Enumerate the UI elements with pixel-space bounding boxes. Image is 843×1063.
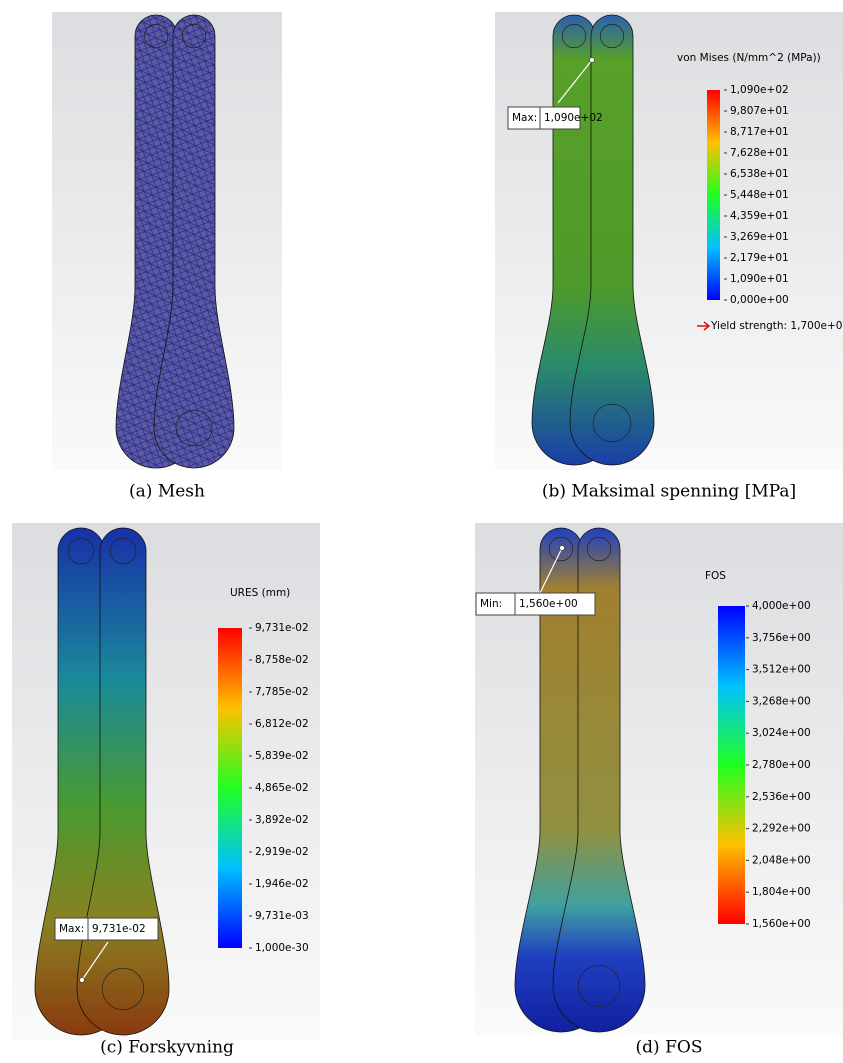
legend-label: 3,512e+00 [752,664,811,676]
figure: (a) Mesh (b) Maksimal spenning [MPa] (c) F… [0,0,843,1063]
callout-point [590,58,595,63]
legend-label: 9,731e-02 [255,622,309,634]
legend-label: 2,780e+00 [752,759,811,771]
callout-label: Max: [59,923,84,935]
caption: (a) Mesh [129,482,205,502]
legend-label: 3,269e+01 [730,231,789,243]
legend-title: von Mises (N/mm^2 (MPa)) [677,52,821,64]
legend-title: FOS [705,570,726,582]
legend-label: 1,090e+02 [730,84,789,96]
legend-label: 1,560e+00 [752,918,811,930]
yield-note: Yield strength: 1,700e+02 [710,320,843,332]
legend-label: 5,448e+01 [730,189,789,201]
callout-value: 1,090e+02 [544,112,603,124]
callout-label: Min: [480,598,502,610]
legend-label: 3,268e+00 [752,695,811,707]
legend-label: 2,048e+00 [752,854,811,866]
legend-label: 1,804e+00 [752,886,811,898]
caption: (b) Maksimal spenning [MPa] [542,482,796,502]
legend-label: 4,000e+00 [752,600,811,612]
legend-label: 4,359e+01 [730,210,789,222]
legend-label: 3,892e-02 [255,814,309,826]
legend-label: 1,000e-30 [255,942,309,954]
legend-label: 4,865e-02 [255,782,309,794]
color-bar [218,628,242,948]
legend-label: 9,731e-03 [255,910,309,922]
callout-value: 9,731e-02 [92,923,146,935]
legend-label: 1,946e-02 [255,878,309,890]
callout-point [80,978,85,983]
legend-label: 2,292e+00 [752,823,811,835]
callout-point [560,546,565,551]
legend-label: 6,812e-02 [255,718,309,730]
legend-title: URES (mm) [230,587,290,599]
callout-label: Max: [512,112,537,124]
legend-label: 3,024e+00 [752,727,811,739]
legend-label: 6,538e+01 [730,168,789,180]
legend-label: 2,179e+01 [730,252,789,264]
legend-label: 0,000e+00 [730,294,789,306]
legend-label: 7,785e-02 [255,686,309,698]
legend-label: 9,807e+01 [730,105,789,117]
color-bar [707,90,720,300]
caption: (d) FOS [636,1038,703,1058]
legend-label: 2,919e-02 [255,846,309,858]
caption: (c) Forskyvning [100,1038,234,1058]
legend-label: 8,717e+01 [730,126,789,138]
legend-label: 2,536e+00 [752,791,811,803]
legend-label: 7,628e+01 [730,147,789,159]
legend-label: 5,839e-02 [255,750,309,762]
color-bar [718,606,745,924]
callout-value: 1,560e+00 [519,598,578,610]
legend-label: 1,090e+01 [730,273,789,285]
legend-label: 3,756e+00 [752,632,811,644]
legend-label: 8,758e-02 [255,654,309,666]
